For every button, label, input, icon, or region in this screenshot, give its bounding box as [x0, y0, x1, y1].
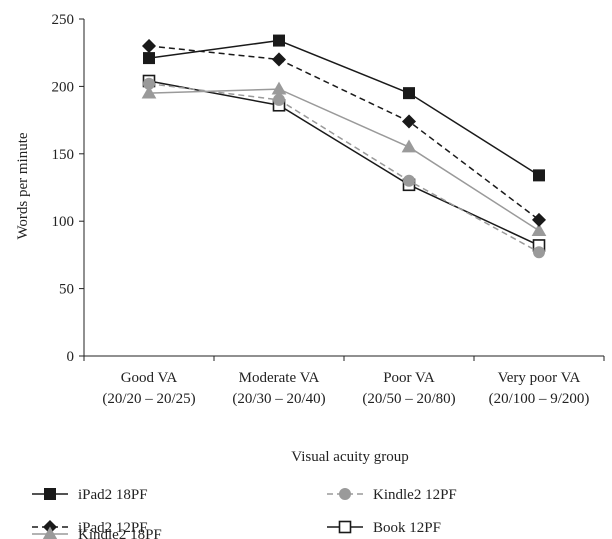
data-point [533, 169, 545, 182]
y-tick-label: 250 [52, 12, 75, 28]
series-layer [141, 34, 547, 259]
data-point [403, 174, 415, 187]
data-point [141, 38, 157, 53]
x-tick-label: Very poor VA [498, 370, 581, 386]
x-tick-sublabel: (20/30 – 20/40) [232, 391, 325, 407]
series-line-ipad2-18pf [148, 39, 540, 177]
data-point [531, 223, 547, 237]
y-tick-label: 0 [67, 349, 75, 365]
data-point [533, 246, 545, 259]
legend-label: Kindle2 12PF [373, 487, 457, 503]
series-line-ipad2-12pf [148, 45, 540, 221]
series-book-12pf [142, 74, 546, 252]
data-point [143, 52, 155, 65]
legend-item-kindle2-12pf: Kindle2 12PF [327, 487, 457, 503]
data-point [273, 93, 285, 106]
series-ipad2-18pf [143, 34, 545, 182]
legend-marker [44, 488, 56, 500]
y-tick-label: 50 [59, 282, 74, 298]
legend-label: Kindle2 18PF [78, 527, 162, 539]
legend-marker [338, 520, 352, 534]
x-tick-sublabel: (20/50 – 20/80) [362, 391, 455, 407]
series-line-book-12pf [148, 80, 540, 247]
legend-label: iPad2 18PF [78, 487, 148, 503]
data-point [401, 114, 417, 129]
series-kindle2-12pf [143, 77, 545, 259]
x-tick-label: Moderate VA [239, 370, 320, 386]
series-line-kindle2-18pf [148, 88, 540, 232]
x-tick-sublabel: (20/20 – 20/25) [102, 391, 195, 407]
y-tick-label: 100 [52, 214, 75, 230]
series-kindle2-18pf [141, 81, 547, 237]
series-ipad2-12pf [141, 38, 547, 227]
data-point [273, 34, 285, 47]
legend: iPad2 18PF Kindle2 12PF iPad2 12PF Book 12P… [32, 487, 457, 539]
legend-item-kindle2-18pf: Kindle2 18PF [32, 526, 162, 539]
x-tick-sublabel: (20/100 – 9/200) [489, 391, 590, 407]
axes: 0 50 100 150 200 250 Good VA (20/20 – 20/25) Mod… [52, 12, 605, 407]
data-point [271, 52, 287, 67]
legend-marker [339, 488, 351, 500]
legend-item-ipad2-18pf: iPad2 18PF [32, 487, 148, 503]
series-line-kindle2-12pf [148, 82, 540, 253]
y-tick-label: 150 [52, 147, 75, 163]
data-point [271, 81, 287, 95]
x-tick-label: Poor VA [383, 370, 435, 386]
data-point [403, 87, 415, 100]
data-point [401, 139, 417, 153]
x-axis-title: Visual acuity group [291, 449, 408, 465]
y-axis-title: Words per minute [15, 132, 31, 239]
legend-item-book-12pf: Book 12PF [327, 520, 441, 536]
legend-label: iPad2 12PF [78, 520, 148, 536]
data-point [531, 212, 547, 227]
x-tick-label: Good VA [121, 370, 178, 386]
data-point [141, 85, 157, 99]
y-tick-label: 200 [52, 79, 75, 95]
legend-label: Book 12PF [373, 520, 441, 536]
